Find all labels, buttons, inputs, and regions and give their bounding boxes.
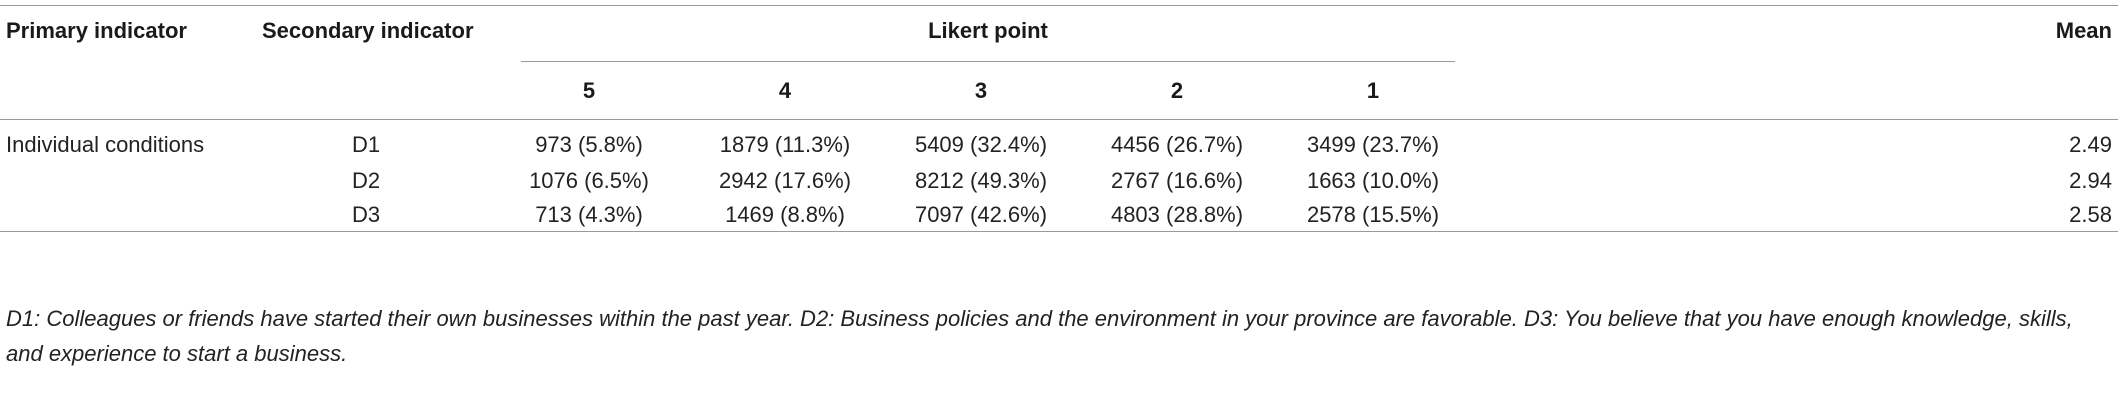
header-point-4: 4 bbox=[778, 78, 792, 103]
cell-point-3: 5409 (32.4%) bbox=[914, 132, 1048, 157]
row-secondary-indicator: D1 bbox=[352, 132, 381, 157]
cell-point-4: 2942 (17.6%) bbox=[718, 168, 852, 193]
header-point-5: 5 bbox=[582, 78, 596, 103]
row-primary-indicator: Individual conditions bbox=[6, 132, 205, 157]
cell-point-1: 3499 (23.7%) bbox=[1306, 132, 1440, 157]
cell-point-2: 2767 (16.6%) bbox=[1110, 168, 1244, 193]
cell-mean: 2.58 bbox=[2069, 202, 2112, 227]
cell-point-2: 4456 (26.7%) bbox=[1110, 132, 1244, 157]
cell-point-5: 1076 (6.5%) bbox=[529, 168, 649, 193]
row-secondary-indicator: D3 bbox=[352, 202, 381, 227]
header-point-2: 2 bbox=[1170, 78, 1184, 103]
header-primary-indicator: Primary indicator bbox=[6, 18, 187, 43]
header-point-1: 1 bbox=[1366, 78, 1380, 103]
cell-point-1: 2578 (15.5%) bbox=[1306, 202, 1440, 227]
likert-group-rule bbox=[521, 61, 1455, 62]
cell-point-4: 1879 (11.3%) bbox=[719, 132, 851, 157]
header-bottom-rule bbox=[0, 119, 2118, 120]
row-secondary-indicator: D2 bbox=[352, 168, 381, 193]
header-mean: Mean bbox=[2055, 18, 2112, 43]
table-top-rule bbox=[0, 5, 2118, 6]
cell-mean: 2.94 bbox=[2069, 168, 2112, 193]
cell-mean: 2.49 bbox=[2069, 132, 2112, 157]
header-likert-point: Likert point bbox=[928, 18, 1048, 43]
header-point-3: 3 bbox=[974, 78, 988, 103]
cell-point-4: 1469 (8.8%) bbox=[725, 202, 845, 227]
cell-point-2: 4803 (28.8%) bbox=[1110, 202, 1244, 227]
header-secondary-indicator: Secondary indicator bbox=[262, 18, 474, 43]
cell-point-3: 7097 (42.6%) bbox=[914, 202, 1048, 227]
cell-point-3: 8212 (49.3%) bbox=[914, 168, 1048, 193]
cell-point-1: 1663 (10.0%) bbox=[1306, 168, 1440, 193]
table-footnote: D1: Colleagues or friends have started t… bbox=[6, 306, 2073, 366]
cell-point-5: 713 (4.3%) bbox=[535, 202, 643, 227]
table-bottom-rule bbox=[0, 231, 2118, 232]
cell-point-5: 973 (5.8%) bbox=[535, 132, 643, 157]
